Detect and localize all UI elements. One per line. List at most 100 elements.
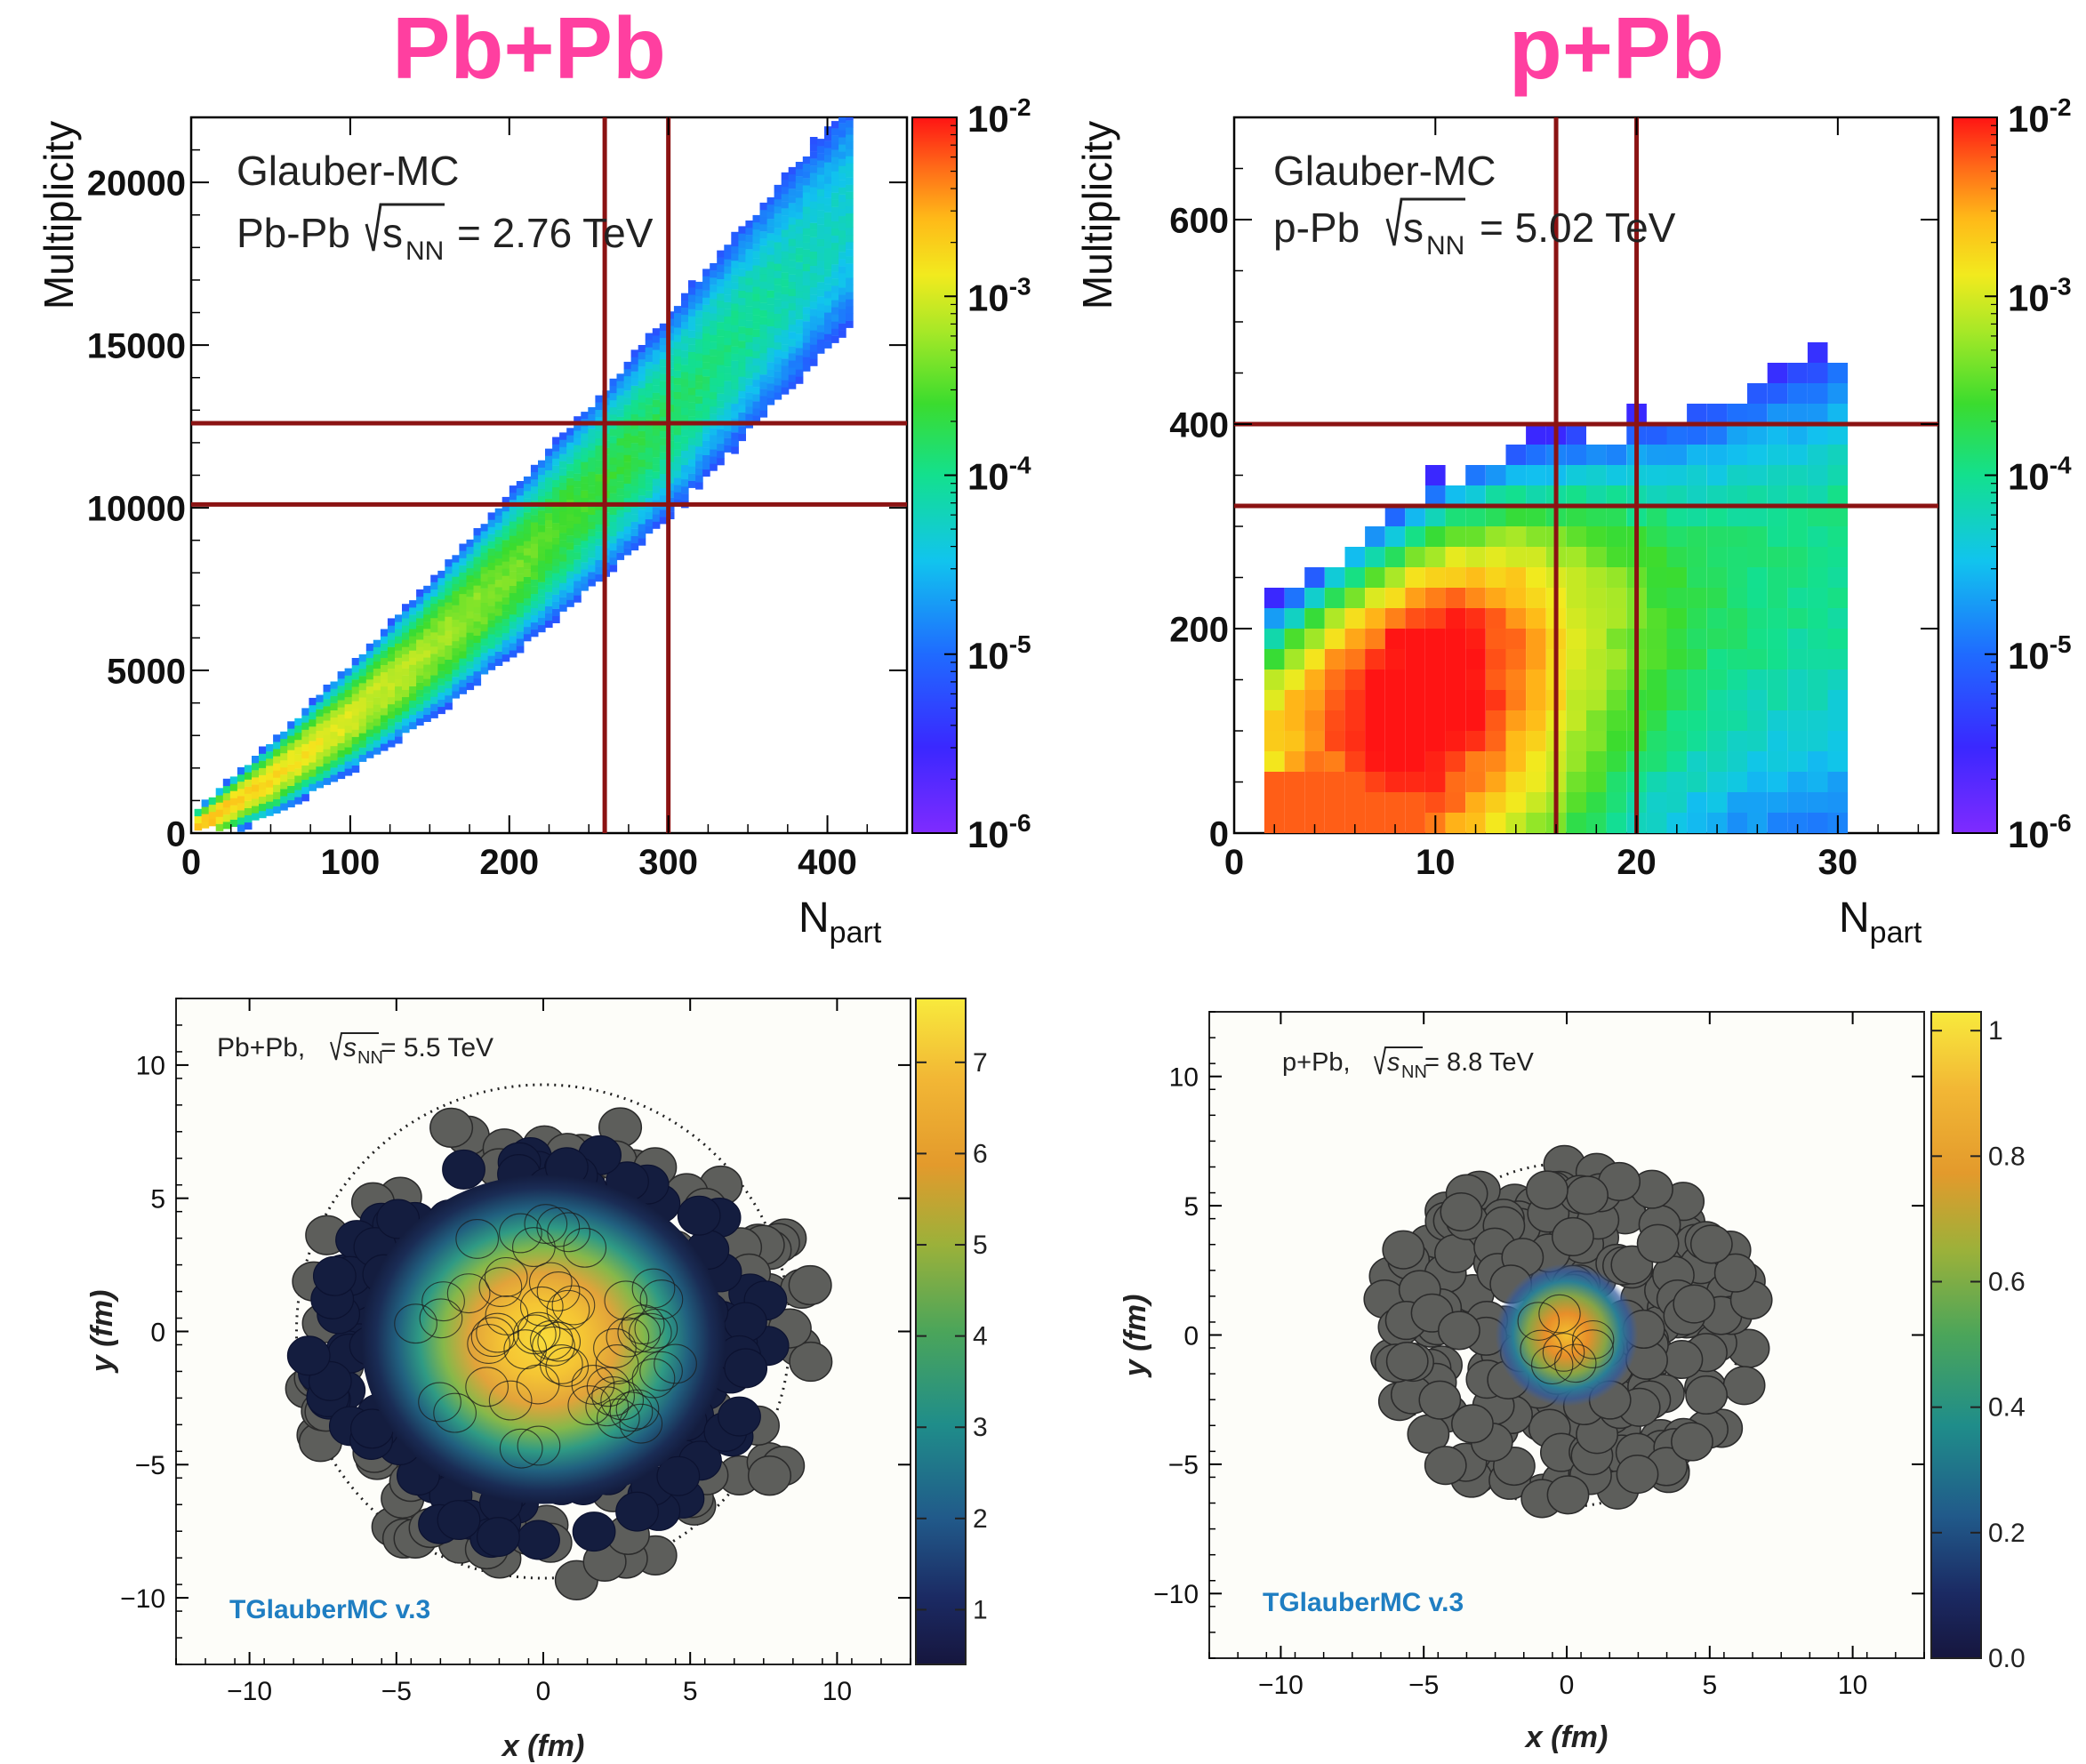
- heatmap-cell: [781, 286, 790, 294]
- heatmap-cell: [745, 392, 753, 400]
- heatmap-cell: [588, 572, 596, 580]
- heatmap-cell: [1727, 629, 1747, 649]
- heatmap-cell: [609, 557, 618, 565]
- heatmap-cell: [1767, 813, 1788, 833]
- heatmap-cell: [574, 437, 582, 445]
- heatmap-cell: [695, 396, 703, 404]
- heatmap-cell: [538, 567, 546, 575]
- heatmap-cell: [559, 597, 567, 605]
- heatmap-cell: [1787, 526, 1808, 547]
- heatmap-cell: [616, 388, 625, 396]
- heatmap-cell: [1566, 526, 1586, 547]
- participant-outline: [519, 1286, 564, 1327]
- heatmap-cell: [452, 648, 460, 656]
- heatmap-cell: [1666, 506, 1688, 526]
- heatmap-cell: [1727, 506, 1747, 526]
- heatmap-cell: [373, 740, 381, 748]
- heatmap-cell: [666, 354, 675, 362]
- heatmap-cell: [681, 464, 689, 473]
- heatmap-cell: [538, 532, 546, 540]
- heatmap-cell: [666, 340, 675, 348]
- heatmap-cell: [373, 711, 381, 719]
- heatmap-cell: [781, 344, 790, 352]
- heatmap-cell: [437, 599, 445, 607]
- heatmap-cell: [645, 525, 654, 534]
- heatmap-cell: [516, 595, 525, 604]
- heatmap-cell: [766, 376, 775, 384]
- heatmap-cell: [659, 323, 668, 332]
- heatmap-cell: [609, 407, 618, 415]
- heatmap-cell: [724, 430, 732, 438]
- heatmap-cell: [831, 220, 839, 229]
- heatmap-cell: [1687, 629, 1707, 649]
- heatmap-cell: [738, 362, 746, 370]
- heatmap-cell: [566, 599, 574, 607]
- heatmap-cell: [1365, 813, 1385, 833]
- heatmap-cell: [1365, 567, 1385, 588]
- heatmap-cell: [402, 625, 410, 633]
- heatmap-cell: [1767, 506, 1788, 526]
- heatmap-cell: [652, 357, 661, 365]
- heatmap-cell: [301, 715, 309, 723]
- heatmap-cell: [795, 190, 804, 198]
- heatmap-cell: [402, 710, 410, 719]
- colorbar-ticks: 10-210-310-410-510-6: [944, 93, 1031, 855]
- heatmap-cell: [552, 601, 560, 609]
- heatmap-cell: [681, 328, 689, 337]
- heatmap-cell: [846, 313, 854, 321]
- heatmap-cell: [1727, 424, 1747, 445]
- heatmap-cell: [788, 188, 797, 196]
- spectator-nucleon: [1636, 1223, 1680, 1263]
- heatmap-cell: [681, 293, 689, 301]
- heatmap-cell: [452, 569, 460, 577]
- heatmap-cell: [1566, 608, 1586, 629]
- heatmap-cell: [809, 309, 818, 317]
- heatmap-cell: [710, 384, 718, 393]
- heatmap-cell: [480, 566, 489, 574]
- heatmap-cell: [717, 393, 725, 401]
- heatmap-cell: [222, 792, 231, 801]
- heatmap-cell: [344, 747, 353, 755]
- heatmap-cell: [530, 550, 539, 558]
- heatmap-cell: [1566, 731, 1586, 751]
- heatmap-cell: [365, 657, 374, 666]
- heatmap-cell: [781, 387, 790, 395]
- heatmap-cell: [1526, 670, 1546, 690]
- spectator-nucleon: [1566, 1175, 1609, 1215]
- heatmap-cell: [373, 661, 381, 670]
- heatmap-cell: [702, 333, 710, 341]
- heatmap-cell: [409, 678, 417, 686]
- heatmap-cell: [752, 336, 761, 344]
- annotation-s: s: [382, 210, 403, 256]
- heatmap-cell: [745, 249, 753, 257]
- heatmap-cell: [409, 707, 417, 716]
- participant-outline: [631, 1358, 676, 1399]
- heatmap-cell: [659, 423, 668, 431]
- heatmap-cell: [752, 329, 761, 337]
- participant-outline: [617, 1312, 662, 1353]
- heatmap-cell: [652, 443, 661, 451]
- heatmap-cell: [1827, 588, 1849, 608]
- participant-outline: [532, 1326, 575, 1367]
- heatmap-cell: [1304, 710, 1325, 731]
- heatmap-cell: [1284, 792, 1305, 813]
- heatmap-cell: [323, 727, 332, 735]
- heatmap-cell: [516, 573, 525, 581]
- heatmap-cell: [437, 642, 445, 650]
- heatmap-cell: [1526, 772, 1546, 792]
- heatmap-cell: [738, 405, 746, 413]
- heatmap-cell: [752, 394, 761, 402]
- heatmap-cell: [588, 464, 596, 472]
- heatmap-cell: [358, 690, 367, 698]
- heatmap-cell: [809, 172, 818, 180]
- heatmap-cell: [423, 607, 431, 615]
- heatmap-cell: [581, 504, 589, 513]
- spectator-nucleon: [1382, 1230, 1425, 1270]
- heatmap-cell: [581, 576, 589, 584]
- heatmap-cell: [1687, 424, 1707, 445]
- heatmap-cell: [681, 372, 689, 380]
- heatmap-cell: [759, 202, 768, 211]
- heatmap-cell: [545, 556, 553, 564]
- heatmap-cell: [581, 497, 589, 505]
